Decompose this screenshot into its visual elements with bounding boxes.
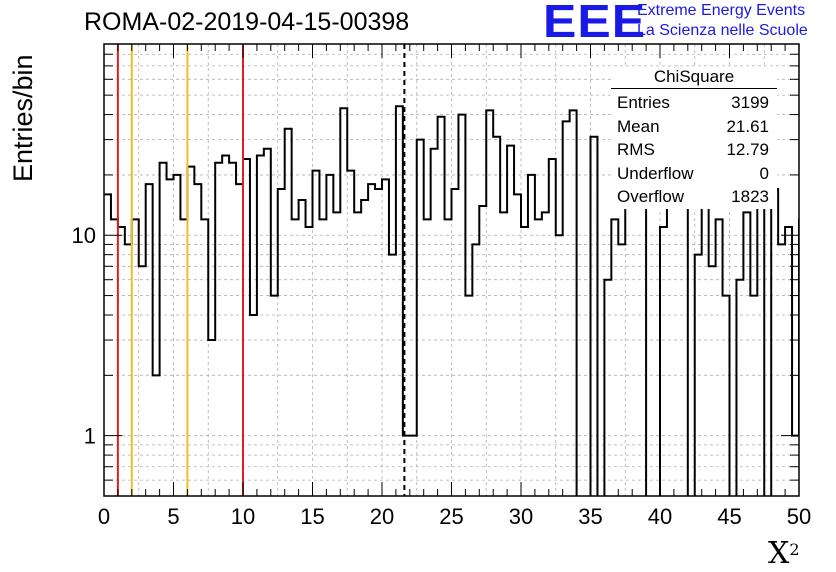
stats-value: 3199 [731,93,769,112]
x-tick-label: 40 [648,504,672,529]
x-tick-label: 0 [98,504,110,529]
x-tick-label: 35 [578,504,602,529]
x-tick-label: 5 [167,504,179,529]
x-tick-label: 10 [231,504,255,529]
chart-title: ROMA-02-2019-04-15-00398 [84,8,410,36]
stats-row-underflow: Underflow 0 [611,162,777,186]
x-axis-label: X2 [768,536,800,571]
x-tick-label: 50 [787,504,811,529]
x-axis-label-base: X [768,536,790,571]
histogram-series [104,105,799,496]
stats-value: 0 [759,163,769,183]
logo-line-2: La Scienza nelle Scuole [637,22,808,39]
stats-value: 12.79 [726,140,769,159]
y-tick-label: 1 [84,424,96,449]
stats-row-mean: Mean 21.61 [611,115,777,139]
eee-logo-mark: EEE [543,0,647,47]
x-tick-label: 25 [439,504,463,529]
stats-row-entries: Entries 3199 [611,91,777,115]
stats-row-rms: RMS 12.79 [611,138,777,162]
stats-label: Underflow [617,163,694,183]
stats-label: Mean [617,116,660,136]
x-tick-label: 45 [717,504,741,529]
y-tick-label: 10 [72,223,96,248]
stats-label: Overflow [617,187,685,206]
x-tick-label: 20 [370,504,394,529]
stats-box: ChiSquare Entries 3199 Mean 21.61 RMS 12.79… [611,67,777,209]
stats-label: RMS [617,140,655,159]
stats-row-overflow: Overflow 1823 [611,185,777,209]
stats-label: Entries [617,93,670,112]
x-tick-label: 30 [509,504,533,529]
x-axis-label-superscript: 2 [789,540,800,559]
stats-title: ChiSquare [611,67,777,89]
logo-line-1: Extreme Energy Events [637,2,806,19]
stats-value: 21.61 [726,116,769,136]
x-tick-label: 15 [300,504,324,529]
stats-value: 1823 [731,187,769,206]
